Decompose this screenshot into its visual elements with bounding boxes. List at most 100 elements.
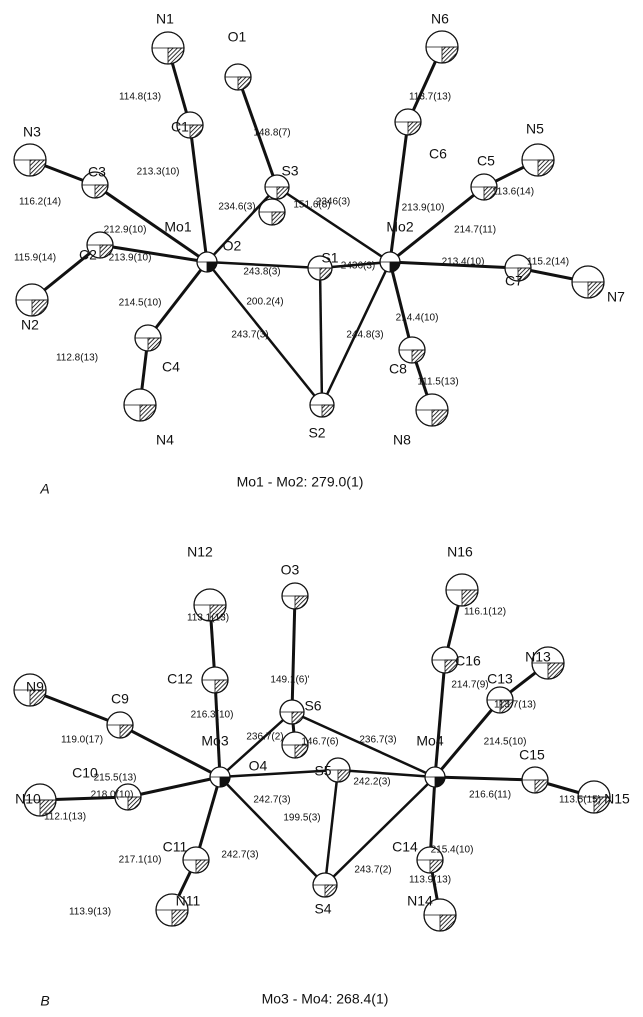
- bond-label: 243.8(3): [243, 267, 280, 278]
- bond-label: 212.9(10): [104, 225, 147, 236]
- atom-label: C2: [79, 247, 97, 263]
- atom-label: C1: [171, 119, 189, 135]
- atom-label: N5: [526, 121, 544, 137]
- atom-label: N9: [26, 679, 44, 695]
- atom-shading: [95, 185, 108, 198]
- bond-label: 146.7(6): [301, 737, 338, 748]
- atom-label: N13: [525, 649, 551, 665]
- atom-label: N8: [393, 432, 411, 448]
- bond-label: 200.2(4): [246, 297, 283, 308]
- bond-label: 215.5(13): [94, 773, 137, 784]
- atom-label: N10: [15, 791, 41, 807]
- atom-shading: [538, 160, 554, 176]
- bond-label: 242.7(3): [253, 795, 290, 806]
- atom-label: N15: [604, 791, 630, 807]
- atom-label: N6: [431, 11, 449, 27]
- bond-label: 113.5(15): [559, 795, 601, 806]
- atom-label: O2: [223, 238, 242, 254]
- bond-label: 216.6(11): [469, 790, 511, 801]
- bond-label: 216.3(10): [191, 710, 234, 721]
- atom-shading: [172, 910, 188, 926]
- atom-label: S4: [314, 901, 331, 917]
- bond-label: 2346(3): [316, 197, 350, 208]
- bond-label: 214.5(10): [119, 298, 162, 309]
- atom-shading: [272, 212, 285, 225]
- atom-shading: [435, 777, 445, 787]
- atom-shading: [432, 410, 448, 426]
- bond-label: 115.9(14): [14, 253, 56, 264]
- page: Mo1Mo2S1S2S3O1O2C1N1C2N2C3N3C4N4C5N5C6N6…: [0, 0, 643, 1017]
- bond-label: 213.4(10): [442, 257, 485, 268]
- bond-label: 113.9(13): [69, 907, 111, 918]
- bond-label: 111.5(13): [417, 377, 458, 388]
- atom-shading: [277, 187, 289, 199]
- bond-label: 213.9(10): [109, 253, 152, 264]
- bond: [220, 777, 325, 885]
- atom-label: S6: [304, 698, 321, 714]
- atom-shading: [196, 860, 209, 873]
- bond: [320, 268, 322, 405]
- bond: [435, 660, 445, 777]
- bond-label: 2436(3): [341, 261, 375, 272]
- bond-label: 214.4(10): [396, 313, 439, 324]
- bond-label: 242.7(3): [221, 850, 258, 861]
- atom-shading: [535, 780, 548, 793]
- bond-label: 113.1(13): [187, 613, 229, 624]
- atom-shading: [295, 596, 308, 609]
- bond: [190, 125, 207, 262]
- atom-label: Mo1: [164, 219, 191, 235]
- bond-label: 214.7(9): [451, 680, 488, 691]
- bond: [390, 122, 408, 262]
- atom-label: C9: [111, 691, 129, 707]
- bond-label: 243.7(2): [354, 865, 391, 876]
- panel-caption: Mo3 - Mo4: 268.4(1): [262, 991, 389, 1007]
- atom-shading: [412, 350, 425, 363]
- bond: [435, 777, 535, 780]
- bond-label: 214.7(11): [454, 225, 496, 236]
- bond: [128, 777, 220, 797]
- bond-label: 199.5(3): [283, 813, 320, 824]
- panel-letter: A: [39, 481, 49, 497]
- bond-label: 113.7(13): [494, 700, 536, 711]
- atom-label: C12: [167, 671, 193, 687]
- atom-label: C7: [505, 273, 523, 289]
- atom-label: C16: [455, 653, 481, 669]
- atom-label: Mo4: [416, 733, 443, 749]
- diagram: Mo1Mo2S1S2S3O1O2C1N1C2N2C3N3C4N4C5N5C6N6…: [0, 0, 643, 1017]
- bond: [207, 187, 277, 262]
- bond-label: 234.6(3): [218, 202, 255, 213]
- atom-shading: [408, 122, 421, 135]
- bond-label: 242.2(3): [353, 777, 390, 788]
- bond-label: 213.3(10): [137, 167, 180, 178]
- atom-shading: [430, 860, 443, 873]
- bond-label: 236.7(3): [359, 735, 396, 746]
- atom-shading: [30, 160, 46, 176]
- atom-shading: [325, 885, 337, 897]
- atom-label: O3: [281, 562, 300, 578]
- atom-label: C13: [487, 671, 513, 687]
- bond-label: 116.1(12): [464, 607, 506, 618]
- atom-shading: [320, 268, 332, 280]
- atom-label: S5: [314, 763, 331, 779]
- atom-shading: [207, 262, 217, 272]
- bond: [215, 680, 220, 777]
- bond-label: 114.8(13): [119, 92, 161, 103]
- bond-label: 243.7(3): [231, 330, 268, 341]
- atom-label: C6: [429, 146, 447, 162]
- bond-label: 214.5(10): [484, 737, 527, 748]
- bond-label: 112.8(13): [56, 353, 98, 364]
- atom-shading: [440, 915, 456, 931]
- atom-label: S1: [321, 250, 338, 266]
- atom-label: Mo2: [386, 219, 413, 235]
- atom-label: N16: [447, 544, 473, 560]
- bond-label: 115.2(14): [527, 257, 569, 268]
- atom-shading: [462, 590, 478, 606]
- bond-label: 116.2(14): [19, 197, 61, 208]
- atom-label: C8: [389, 361, 407, 377]
- atom-shading: [548, 663, 564, 679]
- atom-shading: [120, 725, 133, 738]
- atom-label: N1: [156, 11, 174, 27]
- atom-label: O4: [249, 758, 268, 774]
- bond-label: 113.9(13): [409, 875, 451, 886]
- atom-label: N7: [607, 289, 625, 305]
